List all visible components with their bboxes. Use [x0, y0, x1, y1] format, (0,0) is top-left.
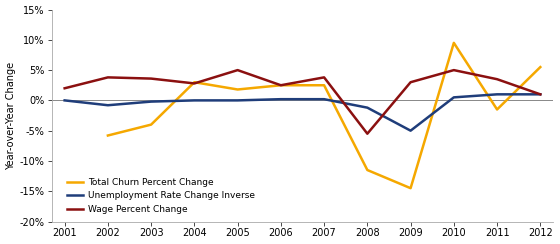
Unemployment Rate Change Inverse — [321, 98, 328, 101]
Unemployment Rate Change Inverse — [407, 129, 414, 132]
Total Churn Percent Change — [321, 84, 328, 87]
Total Churn Percent Change — [148, 123, 155, 126]
Y-axis label: Year-over-Year Change: Year-over-Year Change — [6, 61, 16, 170]
Wage Percent Change — [105, 76, 111, 79]
Total Churn Percent Change — [494, 108, 501, 111]
Unemployment Rate Change Inverse — [450, 96, 457, 99]
Wage Percent Change — [191, 82, 198, 85]
Unemployment Rate Change Inverse — [364, 106, 371, 109]
Unemployment Rate Change Inverse — [191, 99, 198, 102]
Unemployment Rate Change Inverse — [61, 99, 68, 102]
Wage Percent Change — [278, 84, 284, 87]
Total Churn Percent Change — [450, 41, 457, 44]
Legend: Total Churn Percent Change, Unemployment Rate Change Inverse, Wage Percent Chang: Total Churn Percent Change, Unemployment… — [63, 174, 259, 218]
Total Churn Percent Change — [105, 134, 111, 137]
Total Churn Percent Change — [278, 84, 284, 87]
Line: Unemployment Rate Change Inverse: Unemployment Rate Change Inverse — [64, 94, 540, 131]
Total Churn Percent Change — [191, 81, 198, 84]
Unemployment Rate Change Inverse — [494, 93, 501, 96]
Unemployment Rate Change Inverse — [278, 98, 284, 101]
Line: Total Churn Percent Change: Total Churn Percent Change — [108, 43, 540, 188]
Line: Wage Percent Change: Wage Percent Change — [64, 70, 540, 134]
Unemployment Rate Change Inverse — [148, 100, 155, 103]
Unemployment Rate Change Inverse — [105, 104, 111, 107]
Wage Percent Change — [321, 76, 328, 79]
Total Churn Percent Change — [234, 88, 241, 91]
Wage Percent Change — [364, 132, 371, 135]
Total Churn Percent Change — [537, 66, 544, 69]
Wage Percent Change — [234, 69, 241, 71]
Unemployment Rate Change Inverse — [234, 99, 241, 102]
Total Churn Percent Change — [407, 187, 414, 190]
Wage Percent Change — [450, 69, 457, 71]
Total Churn Percent Change — [364, 169, 371, 172]
Wage Percent Change — [148, 77, 155, 80]
Wage Percent Change — [407, 81, 414, 84]
Wage Percent Change — [537, 93, 544, 96]
Unemployment Rate Change Inverse — [537, 93, 544, 96]
Wage Percent Change — [61, 87, 68, 90]
Wage Percent Change — [494, 78, 501, 81]
